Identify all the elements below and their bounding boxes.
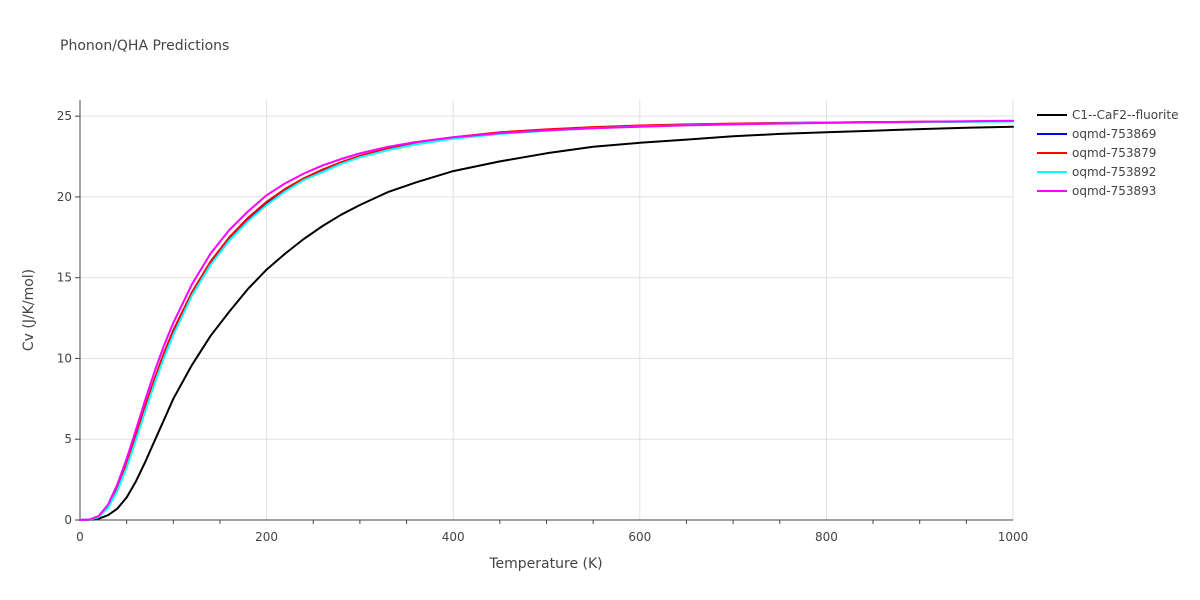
- y-axis-title: Cv (J/K/mol): [21, 269, 37, 351]
- legend-label: oqmd-753879: [1072, 146, 1156, 160]
- x-axis-title: Temperature (K): [488, 556, 602, 572]
- legend-label: oqmd-753892: [1072, 165, 1156, 179]
- legend-label: oqmd-753893: [1072, 184, 1156, 198]
- x-tick-label: 200: [255, 530, 278, 544]
- x-tick-label: 600: [628, 530, 651, 544]
- series-lines: [79, 119, 1014, 521]
- y-tick-label: 10: [57, 351, 72, 365]
- x-tick-label: 1000: [998, 530, 1029, 544]
- legend: C1--CaF2--fluorite oqmd-753869 oqmd-753879…: [1037, 108, 1178, 198]
- y-tick-label: 15: [57, 271, 72, 285]
- y-axis-ticks: 0 5 10 15 20 25: [57, 109, 80, 527]
- y-tick-label: 0: [64, 513, 72, 527]
- x-tick-label: 400: [442, 530, 465, 544]
- grid-lines: [80, 100, 1014, 520]
- legend-label: oqmd-753869: [1072, 127, 1156, 141]
- x-axis-ticks: 0 200 400 600 800 1000: [76, 520, 1028, 544]
- series-line-0: [79, 125, 1014, 521]
- x-tick-label: 0: [76, 530, 84, 544]
- legend-label: C1--CaF2--fluorite: [1072, 108, 1178, 122]
- y-tick-label: 20: [57, 190, 72, 204]
- y-tick-label: 25: [57, 109, 72, 123]
- x-tick-label: 800: [815, 530, 838, 544]
- chart-title: Phonon/QHA Predictions: [60, 38, 229, 54]
- series-line-4: [79, 119, 1014, 521]
- y-tick-label: 5: [64, 432, 72, 446]
